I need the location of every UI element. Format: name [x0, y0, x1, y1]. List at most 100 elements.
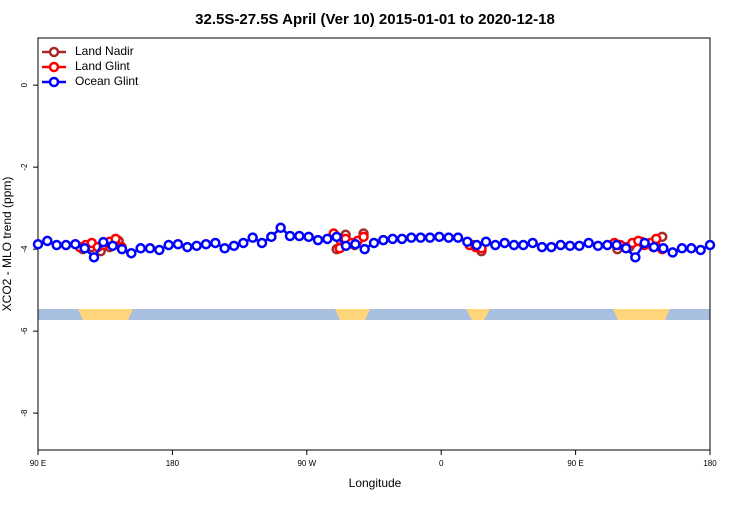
y-tick-label: 0 [20, 82, 29, 87]
ocean-band [38, 309, 710, 320]
x-tick-label: 180 [703, 459, 717, 468]
point-marker [564, 240, 576, 252]
land-band [335, 309, 370, 320]
point-marker [676, 243, 688, 254]
point-marker [200, 238, 212, 250]
point-marker [266, 231, 277, 243]
point-marker [471, 239, 482, 251]
x-tick-label: 90 E [567, 459, 583, 468]
land-band [78, 309, 133, 320]
point-marker [368, 237, 380, 249]
point-marker [695, 244, 706, 256]
y-axis-label: XCO2 - MLO trend (ppm) [0, 177, 14, 312]
point-marker [116, 243, 128, 255]
land-band [466, 309, 490, 320]
point-marker [135, 243, 146, 254]
legend-marker [48, 76, 60, 88]
point-marker [303, 231, 314, 243]
point-marker [611, 239, 622, 251]
point-marker [686, 243, 697, 254]
point-marker [555, 239, 566, 251]
y-tick-label: -2 [20, 163, 29, 171]
point-marker [331, 231, 342, 243]
y-tick-label: -8 [20, 409, 29, 417]
legend-label: Land Nadir [75, 44, 134, 58]
land-ocean-strip [38, 309, 710, 320]
point-marker [546, 241, 557, 253]
point-marker [126, 247, 137, 259]
point-marker [182, 241, 193, 253]
point-marker [350, 238, 361, 250]
point-marker [98, 236, 109, 248]
point-marker [434, 231, 445, 243]
legend-marker [48, 61, 60, 73]
point-marker [312, 234, 324, 246]
legend-label: Ocean Glint [75, 74, 139, 88]
point-marker [480, 236, 492, 247]
point-marker [107, 240, 118, 252]
x-tick-label: 90 W [297, 459, 316, 468]
point-marker [620, 243, 632, 254]
point-marker [228, 240, 240, 252]
land-band [613, 309, 670, 320]
y-tick-label: -4 [20, 245, 29, 253]
chart-title: 32.5S-27.5S April (Ver 10) 2015-01-01 to… [195, 11, 555, 28]
point-marker [658, 243, 669, 254]
point-marker [32, 238, 44, 250]
point-marker [639, 237, 650, 249]
point-marker [508, 239, 520, 251]
y-tick-label: -6 [20, 327, 29, 335]
point-marker [592, 240, 604, 252]
point-marker [406, 232, 417, 243]
point-marker [219, 243, 230, 254]
point-marker [452, 232, 464, 243]
point-marker [387, 233, 398, 245]
point-marker [378, 234, 389, 246]
point-marker [144, 243, 156, 254]
point-marker [88, 252, 100, 263]
point-marker [42, 235, 53, 247]
point-marker [424, 232, 436, 243]
point-marker [172, 238, 184, 250]
point-marker [51, 239, 62, 251]
point-marker [70, 238, 81, 250]
point-marker [340, 240, 352, 252]
point-marker [154, 244, 165, 256]
point-marker [443, 232, 454, 243]
x-tick-label: 0 [439, 459, 444, 468]
x-tick-label: 90 E [30, 459, 46, 468]
point-marker [602, 239, 613, 251]
point-marker [396, 233, 408, 245]
point-marker [667, 247, 678, 258]
point-marker [574, 240, 585, 252]
point-marker [527, 237, 538, 249]
legend-label: Land Glint [75, 59, 130, 73]
point-marker [583, 237, 594, 249]
point-marker [275, 222, 286, 234]
point-marker [284, 230, 296, 242]
legend-marker [48, 46, 60, 58]
point-marker [415, 232, 426, 243]
point-marker [704, 239, 716, 251]
point-marker [462, 236, 473, 247]
x-tick-label: 180 [166, 459, 180, 468]
point-marker [294, 230, 305, 242]
point-marker [163, 239, 174, 251]
point-marker [630, 252, 641, 263]
point-marker [79, 243, 90, 254]
point-marker [247, 232, 258, 243]
point-marker [210, 237, 221, 249]
point-marker [191, 240, 202, 252]
point-marker [650, 233, 662, 245]
point-marker [358, 231, 369, 243]
x-axis-label: Longitude [349, 476, 402, 490]
point-marker [490, 239, 501, 251]
point-marker [238, 237, 249, 249]
point-marker [499, 237, 510, 249]
point-marker [648, 241, 660, 253]
point-marker [536, 241, 548, 253]
point-marker [60, 239, 72, 251]
point-marker [256, 237, 268, 249]
point-marker [322, 233, 333, 245]
